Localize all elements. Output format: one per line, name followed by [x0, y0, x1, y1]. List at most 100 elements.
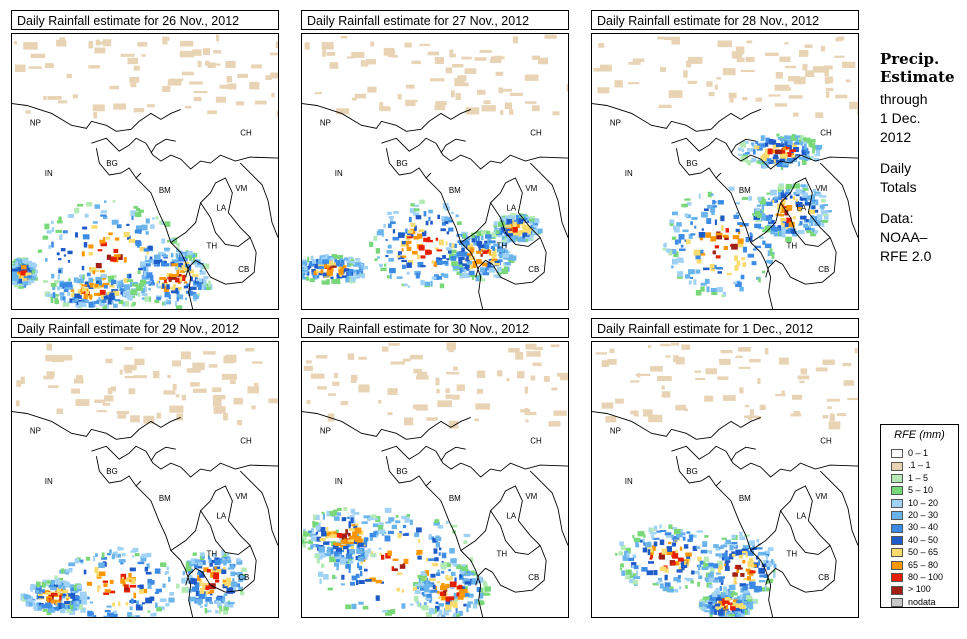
- drizzle-cell: [28, 66, 42, 69]
- rain-cell: [192, 552, 197, 556]
- rain-cell: [468, 264, 473, 270]
- rain-cell: [320, 269, 324, 274]
- drizzle-cell: [849, 101, 858, 110]
- rain-cell: [476, 231, 483, 237]
- rain-cell: [194, 559, 200, 563]
- rain-cell: [103, 562, 107, 567]
- drizzle-cell: [143, 415, 155, 424]
- rain-cell: [215, 610, 219, 614]
- legend-swatch: [891, 573, 903, 583]
- drizzle-cell: [129, 77, 140, 83]
- rain-cell: [724, 236, 729, 241]
- rain-cell: [24, 260, 28, 265]
- rain-cell: [792, 157, 797, 160]
- rain-cell: [314, 275, 318, 280]
- drizzle-cell: [665, 355, 671, 358]
- rain-cell: [70, 289, 75, 292]
- rain-cell: [756, 204, 762, 207]
- rain-cell: [769, 248, 773, 253]
- rain-cell: [509, 213, 517, 216]
- drizzle-cell: [229, 380, 236, 385]
- rain-cell: [732, 592, 738, 596]
- drizzle-cell: [825, 91, 830, 98]
- drizzle-cell: [740, 69, 755, 73]
- drizzle-cell: [56, 408, 64, 414]
- drizzle-cell: [435, 377, 440, 386]
- rain-cell: [375, 579, 382, 584]
- drizzle-cell: [216, 34, 220, 42]
- rain-cell: [534, 219, 540, 224]
- rain-cell: [677, 275, 683, 279]
- rain-cell: [383, 223, 386, 228]
- drizzle-cell: [346, 56, 354, 59]
- rain-cell: [51, 227, 55, 232]
- rain-cell: [465, 257, 470, 262]
- rain-cell: [55, 229, 62, 233]
- rain-cell: [715, 255, 721, 259]
- rain-cell: [742, 593, 750, 599]
- rain-cell: [455, 607, 458, 614]
- rain-cell: [177, 247, 180, 251]
- rain-cell: [78, 588, 82, 592]
- country-label: LA: [506, 512, 516, 521]
- rain-cell: [434, 557, 439, 562]
- drizzle-cell: [515, 351, 524, 360]
- rain-cell: [673, 227, 680, 233]
- legend-label: 80 – 100: [908, 572, 944, 582]
- caption-totals: Totals: [880, 179, 917, 195]
- rain-cell: [206, 286, 211, 291]
- rain-cell: [59, 292, 65, 296]
- rain-cell: [164, 260, 167, 265]
- rain-cell: [673, 577, 681, 582]
- drizzle-cell: [826, 398, 840, 402]
- rain-cell: [67, 292, 71, 296]
- rain-cell: [703, 562, 706, 568]
- rain-cell: [123, 257, 127, 263]
- rain-cell: [341, 555, 345, 558]
- drizzle-cell: [717, 40, 733, 48]
- rainfall-map-panel: Daily Rainfall estimate for 26 Nov., 201…: [11, 10, 281, 310]
- drizzle-cell: [75, 375, 83, 380]
- drizzle-cell: [124, 346, 133, 351]
- drizzle-cell: [659, 67, 666, 72]
- rain-cell: [474, 598, 479, 604]
- rain-cell: [195, 590, 200, 597]
- country-label: TH: [497, 549, 508, 558]
- rain-cell: [214, 559, 221, 566]
- rain-cell: [768, 259, 773, 264]
- rain-cell: [164, 291, 170, 298]
- drizzle-cell: [446, 342, 456, 350]
- rain-cell: [178, 270, 186, 273]
- rain-cell: [476, 586, 481, 593]
- rain-cell: [712, 250, 716, 255]
- rain-cell: [199, 587, 205, 594]
- rain-cell: [106, 605, 112, 608]
- country-label: LA: [216, 204, 226, 213]
- rain-cell: [162, 583, 166, 588]
- rain-cell: [183, 281, 188, 284]
- rain-cell: [725, 539, 732, 545]
- rain-cell: [176, 294, 184, 300]
- rain-cell: [181, 587, 189, 593]
- rain-cell: [129, 616, 133, 617]
- rain-cell: [719, 605, 724, 608]
- rain-cell: [722, 291, 726, 295]
- rain-cell: [59, 234, 63, 241]
- country-border: [675, 148, 722, 179]
- rain-cell: [530, 236, 534, 241]
- rain-cell: [671, 211, 678, 216]
- rain-cell: [113, 248, 119, 253]
- drizzle-cell: [532, 362, 542, 367]
- rain-cell: [117, 546, 121, 551]
- legend-item: 50 – 65: [891, 546, 938, 558]
- country-label: VM: [235, 184, 247, 193]
- rain-cell: [28, 280, 35, 284]
- rain-cell: [516, 222, 520, 229]
- drizzle-cell: [755, 97, 763, 102]
- country-border: [819, 162, 858, 238]
- country-label: NP: [610, 426, 621, 435]
- rain-cell: [796, 193, 800, 197]
- rain-cell: [378, 525, 384, 531]
- drizzle-cell: [609, 348, 615, 354]
- rain-cell: [203, 263, 210, 269]
